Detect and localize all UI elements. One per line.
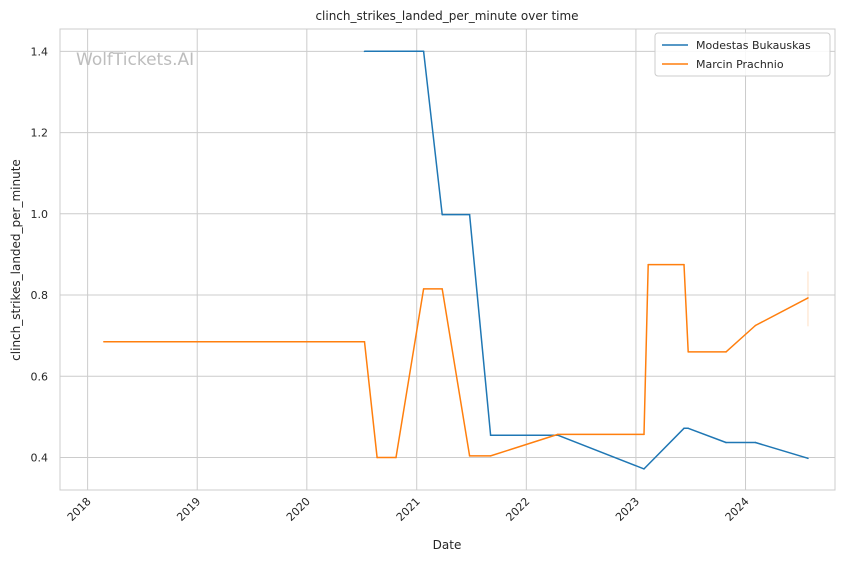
y-tick-label: 1.4 [31,45,49,58]
legend: Modestas Bukauskas Marcin Prachnio [654,32,831,77]
data-point-modestas-bukauskas-11 [807,457,809,460]
legend-box [654,32,831,77]
data-point-modestas-bukauskas-0 [363,50,366,53]
series-line-marcin-prachnio [103,263,809,459]
data-point-marcin-prachnio-5 [441,288,443,290]
data-point-marcin-prachnio-11 [683,263,685,266]
data-point-modestas-bukauskas-6 [643,468,645,470]
watermark: WolfTickets.AI [76,50,194,70]
plot-frame [59,28,836,491]
y-tick-label: 0.4 [31,452,49,465]
y-tick-label: 1.2 [31,127,49,140]
data-point-marcin-prachnio-13 [725,351,727,353]
data-point-marcin-prachnio-1 [363,340,366,343]
data-point-marcin-prachnio-14 [754,324,757,327]
data-point-marcin-prachnio-15 [807,297,809,299]
data-point-modestas-bukauskas-9 [725,441,727,444]
series-lines [103,50,809,470]
data-point-marcin-prachnio-10 [647,263,649,266]
legend-label-modestas-bukauskas: Modestas Bukauskas [696,39,811,52]
y-axis-label: clinch_strikes_landed_per_minute [9,159,23,361]
y-tick-labels: 0.4 0.6 0.8 1.0 1.2 1.4 [31,45,49,464]
data-point-modestas-bukauskas-4 [489,434,492,436]
legend-label-marcin-prachnio: Marcin Prachnio [696,58,784,71]
data-point-marcin-prachnio-4 [422,288,425,290]
data-point-modestas-bukauskas-2 [441,213,443,216]
data-point-marcin-prachnio-3 [395,456,397,459]
data-point-marcin-prachnio-7 [489,455,492,457]
data-point-modestas-bukauskas-1 [422,50,425,53]
y-tick-label: 0.8 [31,289,49,302]
y-tick-label: 0.6 [31,370,49,383]
data-point-modestas-bukauskas-10 [754,441,757,444]
data-point-marcin-prachnio-0 [103,340,105,343]
y-tick-label: 1.0 [31,208,49,221]
data-point-marcin-prachnio-9 [643,433,645,436]
x-axis-label: Date [433,538,462,552]
chart-title: clinch_strikes_landed_per_minute over ti… [315,9,578,23]
data-point-modestas-bukauskas-3 [468,213,471,216]
series-line-modestas-bukauskas [364,50,809,470]
data-point-marcin-prachnio-6 [468,455,471,457]
data-point-modestas-bukauskas-8 [687,427,689,430]
data-point-marcin-prachnio-12 [687,351,689,353]
data-point-marcin-prachnio-2 [376,456,378,459]
plot-area [60,29,835,490]
data-point-modestas-bukauskas-7 [683,427,685,430]
grid [60,29,835,490]
data-point-marcin-prachnio-8 [557,433,559,436]
